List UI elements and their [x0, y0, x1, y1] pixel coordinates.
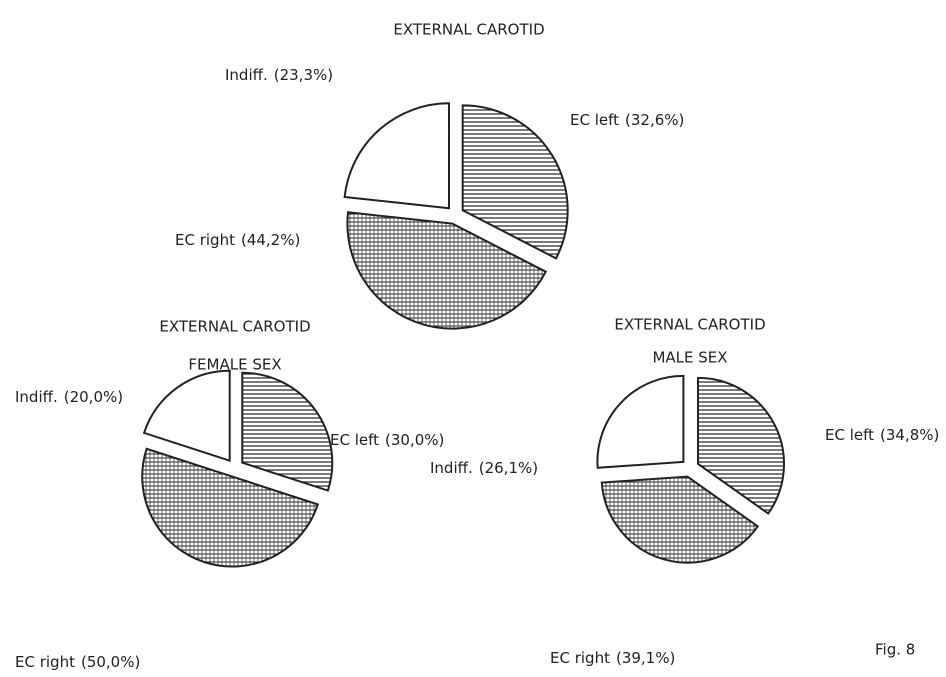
slice-value-label: (34,8%) — [880, 426, 939, 444]
slice-category: EC right — [15, 653, 75, 671]
chart-subtitle: FEMALE SEX — [188, 356, 281, 374]
slice-category: EC right — [175, 231, 235, 249]
slice-label: Indiff. (23,3%) — [225, 66, 333, 84]
slice-category: EC left — [825, 426, 874, 444]
chart-title: EXTERNAL CAROTID — [393, 21, 544, 39]
chart-subtitle: MALE SEX — [652, 349, 727, 367]
slice-value-label: (44,2%) — [241, 231, 300, 249]
pie-slice — [600, 475, 760, 564]
pie-slice — [141, 447, 320, 568]
slice-label: Indiff. (26,1%) — [430, 459, 538, 477]
chart-title: EXTERNAL CAROTID — [159, 318, 310, 336]
slice-value-label: (32,6%) — [625, 111, 684, 129]
slice-category: EC left — [330, 431, 379, 449]
pie-slice — [241, 371, 334, 492]
slice-category: EC right — [550, 649, 610, 667]
pie-slice — [461, 104, 569, 260]
slice-label: EC right (39,1%) — [550, 649, 675, 667]
slice-value-label: (39,1%) — [616, 649, 675, 667]
pie-slice — [343, 102, 450, 210]
slice-category: Indiff. — [225, 66, 268, 84]
pie-slice — [696, 376, 785, 515]
slice-value-label: (26,1%) — [479, 459, 538, 477]
chart-title: EXTERNAL CAROTID — [614, 316, 765, 334]
slice-category: Indiff. — [15, 388, 58, 406]
slice-label: EC right (50,0%) — [15, 653, 140, 671]
slice-category: Indiff. — [430, 459, 473, 477]
slice-value-label: (30,0%) — [385, 431, 444, 449]
pie-slice — [346, 211, 548, 330]
slice-category: EC left — [570, 111, 619, 129]
slice-label: EC left (30,0%) — [330, 431, 444, 449]
slice-label: EC left (32,6%) — [570, 111, 684, 129]
pie-slice — [142, 369, 231, 463]
slice-value-label: (23,3%) — [274, 66, 333, 84]
figure-label: Fig. 8 — [875, 641, 915, 659]
slice-value-label: (20,0%) — [64, 388, 123, 406]
pie-slice — [596, 374, 685, 469]
slice-label: EC left (34,8%) — [825, 426, 939, 444]
slice-label: EC right (44,2%) — [175, 231, 300, 249]
slice-value-label: (50,0%) — [81, 653, 140, 671]
slice-label: Indiff. (20,0%) — [15, 388, 123, 406]
